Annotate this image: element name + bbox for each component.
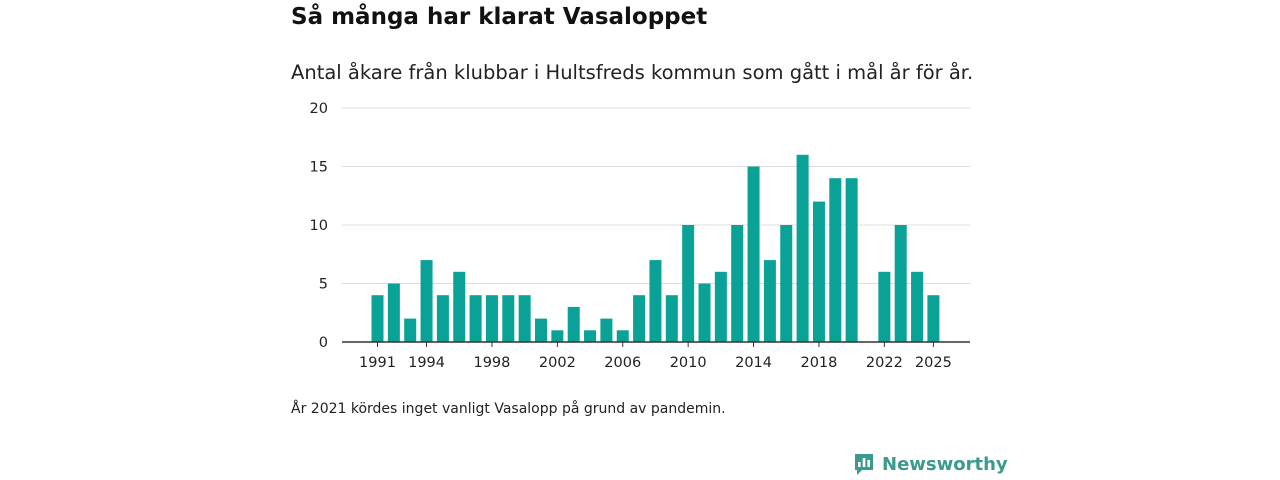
x-tick-label: 1998	[473, 355, 510, 371]
bar-2016	[780, 225, 793, 342]
x-tick-label: 2006	[604, 355, 641, 371]
grid-lines	[342, 107, 970, 284]
bar-1994	[420, 260, 433, 342]
bar-1992	[387, 283, 400, 342]
axes	[342, 341, 970, 347]
y-tick-label: 10	[310, 218, 328, 234]
bar-2023	[894, 225, 907, 342]
bar-1996	[453, 271, 466, 342]
x-tick-label: 1991	[359, 355, 396, 371]
x-tick-label: 2014	[735, 355, 772, 371]
bar-2025	[927, 295, 940, 342]
bar-2001	[535, 318, 547, 342]
y-tick-label: 0	[319, 335, 328, 351]
bar-chart: 0 5 10 15 20 1991 1994 1998 2002 2006 2010 2014 2018…	[310, 101, 970, 371]
bar-2024	[911, 271, 924, 342]
x-tick-label: 2002	[539, 355, 576, 371]
y-tick-label: 5	[319, 277, 328, 293]
bar-1998	[485, 295, 498, 342]
footnote: År 2021 kördes inget vanligt Vasalopp på…	[291, 401, 726, 417]
bars	[371, 154, 940, 342]
bar-2011	[698, 283, 711, 342]
newsworthy-chart-icon	[855, 454, 873, 475]
chart-subtitle: Antal åkare från klubbar i Hultsfreds ko…	[291, 61, 974, 84]
bar-2010	[682, 225, 695, 342]
bar-1995	[436, 295, 449, 342]
bar-2019	[829, 178, 842, 342]
bar-2000	[518, 295, 531, 342]
bar-1999	[502, 295, 515, 342]
bar-2008	[649, 260, 662, 342]
brand-logo[interactable]: Newsworthy	[853, 452, 1008, 476]
bar-1997	[469, 295, 482, 342]
bar-2018	[812, 201, 825, 342]
bar-2009	[665, 295, 678, 342]
chart-title: Så många har klarat Vasaloppet	[291, 4, 708, 30]
bar-2020	[845, 178, 858, 342]
bar-2006	[616, 330, 629, 342]
bar-1991	[371, 295, 384, 342]
brand-name: Newsworthy	[882, 453, 1008, 475]
tick-labels: 0 5 10 15 20 1991 1994 1998 2002 2006 2010 2014 2018…	[310, 101, 952, 371]
bar-2012	[714, 271, 727, 342]
x-tick-label: 2022	[866, 355, 903, 371]
x-tick-label: 1994	[408, 355, 445, 371]
bar-2017	[796, 154, 809, 342]
x-tick-label: 2010	[670, 355, 707, 371]
bar-2007	[633, 295, 646, 342]
bar-2004	[584, 330, 597, 342]
bar-2014	[747, 166, 760, 342]
bar-1993	[404, 318, 417, 342]
bar-2003	[567, 306, 580, 342]
x-tick-label: 2018	[800, 355, 837, 371]
bar-2022	[878, 271, 891, 342]
y-tick-label: 20	[310, 101, 328, 117]
y-tick-label: 15	[310, 160, 328, 176]
bar-2013	[731, 225, 744, 342]
x-tick-label: 2025	[915, 355, 952, 371]
bar-2015	[763, 260, 776, 342]
bar-2005	[600, 318, 613, 342]
bar-2002	[551, 330, 564, 342]
